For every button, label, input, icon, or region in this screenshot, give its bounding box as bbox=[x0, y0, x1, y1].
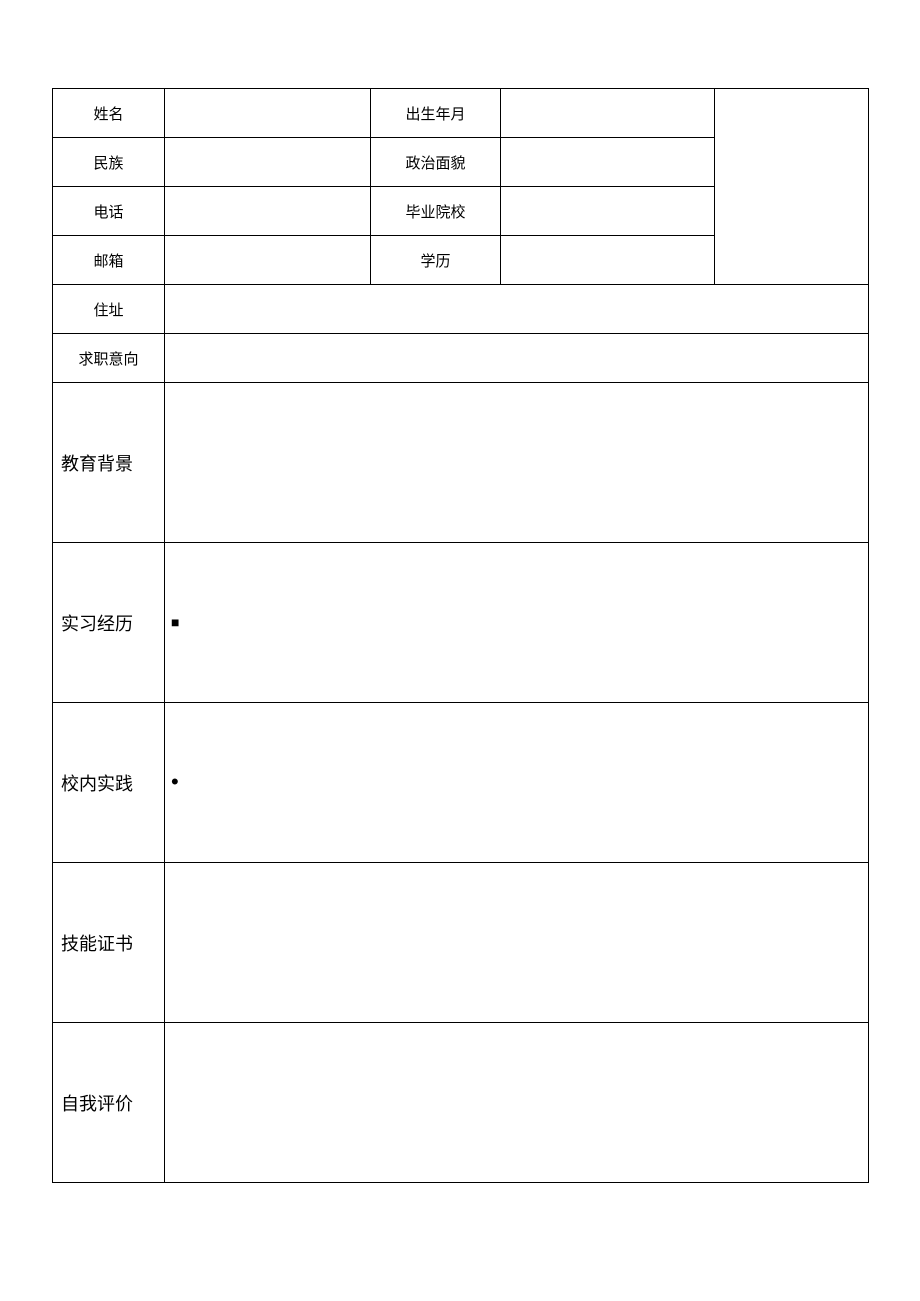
resume-table: 姓名 出生年月 民族 政治面貌 电话 毕业院校 邮箱 学历 bbox=[52, 88, 869, 1183]
label-campus: 校内实践 bbox=[53, 703, 165, 863]
table-row: 技能证书 bbox=[53, 863, 869, 1023]
label-name: 姓名 bbox=[53, 89, 165, 138]
value-education bbox=[165, 383, 869, 543]
label-degree: 学历 bbox=[371, 236, 501, 285]
value-self-eval bbox=[165, 1023, 869, 1183]
value-skills bbox=[165, 863, 869, 1023]
value-ethnicity bbox=[165, 138, 371, 187]
table-row: 教育背景 bbox=[53, 383, 869, 543]
label-email: 邮箱 bbox=[53, 236, 165, 285]
value-degree bbox=[501, 236, 715, 285]
label-skills: 技能证书 bbox=[53, 863, 165, 1023]
table-row: 住址 bbox=[53, 285, 869, 334]
value-address bbox=[165, 285, 869, 334]
square-bullet-icon: ■ bbox=[171, 614, 179, 630]
value-phone bbox=[165, 187, 371, 236]
label-birth: 出生年月 bbox=[371, 89, 501, 138]
value-political bbox=[501, 138, 715, 187]
dot-bullet-icon: • bbox=[171, 769, 179, 794]
table-row: 姓名 出生年月 bbox=[53, 89, 869, 138]
label-internship: 实习经历 bbox=[53, 543, 165, 703]
label-education: 教育背景 bbox=[53, 383, 165, 543]
value-internship: ■ bbox=[165, 543, 869, 703]
value-email bbox=[165, 236, 371, 285]
value-birth bbox=[501, 89, 715, 138]
value-school bbox=[501, 187, 715, 236]
label-address: 住址 bbox=[53, 285, 165, 334]
resume-page: 姓名 出生年月 民族 政治面貌 电话 毕业院校 邮箱 学历 bbox=[0, 0, 920, 1243]
table-row: 校内实践 • bbox=[53, 703, 869, 863]
value-intent bbox=[165, 334, 869, 383]
value-campus: • bbox=[165, 703, 869, 863]
value-name bbox=[165, 89, 371, 138]
label-school: 毕业院校 bbox=[371, 187, 501, 236]
table-row: 实习经历 ■ bbox=[53, 543, 869, 703]
table-row: 求职意向 bbox=[53, 334, 869, 383]
label-self-eval: 自我评价 bbox=[53, 1023, 165, 1183]
label-intent: 求职意向 bbox=[53, 334, 165, 383]
label-political: 政治面貌 bbox=[371, 138, 501, 187]
label-phone: 电话 bbox=[53, 187, 165, 236]
photo-cell bbox=[715, 89, 869, 285]
table-row: 自我评价 bbox=[53, 1023, 869, 1183]
label-ethnicity: 民族 bbox=[53, 138, 165, 187]
